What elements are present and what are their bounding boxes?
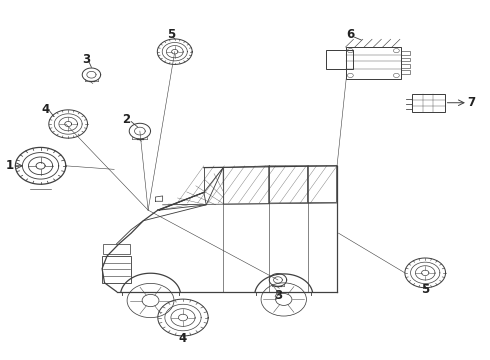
Bar bbox=[326, 50, 353, 69]
Text: 3: 3 bbox=[274, 289, 282, 302]
Text: 7: 7 bbox=[467, 96, 476, 109]
Text: 4: 4 bbox=[41, 103, 49, 116]
Bar bbox=[401, 51, 410, 55]
Bar bbox=[412, 94, 444, 112]
Text: 1: 1 bbox=[5, 159, 14, 172]
Text: 5: 5 bbox=[421, 283, 429, 296]
Bar bbox=[401, 58, 410, 62]
Bar bbox=[401, 70, 410, 74]
Bar bbox=[401, 64, 410, 68]
Text: 3: 3 bbox=[82, 53, 90, 66]
Text: 6: 6 bbox=[346, 28, 355, 41]
Text: 2: 2 bbox=[122, 113, 130, 126]
Text: 5: 5 bbox=[167, 28, 175, 41]
Bar bbox=[345, 47, 401, 79]
Bar bbox=[103, 244, 130, 255]
Text: 4: 4 bbox=[179, 332, 187, 345]
Bar bbox=[102, 256, 131, 283]
